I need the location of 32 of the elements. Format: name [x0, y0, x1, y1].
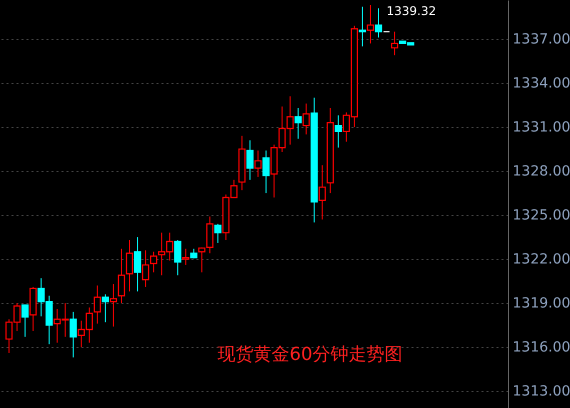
candlestick: [182, 248, 190, 266]
y-tick-label: 1319.00: [512, 296, 570, 312]
y-tick-label: 1325.00: [512, 208, 570, 224]
candlestick: [366, 4, 374, 44]
candlestick: [94, 284, 101, 324]
candlestick: [334, 114, 342, 148]
candlestick: [310, 97, 318, 223]
candlestick: [318, 164, 326, 220]
y-tick-label: 1337.00: [512, 32, 570, 48]
candlestick: [118, 248, 126, 304]
candlestick: [358, 6, 366, 47]
y-tick-label: 1313.00: [512, 384, 570, 400]
candlestick: [254, 150, 262, 178]
candlestick: [134, 236, 142, 292]
y-tick-label: 1328.00: [512, 164, 570, 180]
candlestick: [142, 250, 150, 288]
candlestick: [246, 140, 254, 180]
candlestick: [294, 107, 302, 140]
candlestick: [390, 31, 398, 56]
y-tick-label: 1322.00: [512, 252, 570, 268]
candlestick: [238, 135, 246, 191]
y-tick-label: 1316.00: [512, 340, 570, 356]
text: 现货黄金60分钟走势图: [218, 344, 402, 365]
annotation: 1339.32: [386, 4, 436, 18]
candlestick: [126, 240, 134, 292]
candlestick: [262, 150, 270, 194]
y-tick-label: 1331.00: [512, 120, 570, 136]
candlestick: [110, 284, 118, 328]
candlestick: [326, 107, 334, 194]
y-tick-label: 1334.00: [512, 76, 570, 92]
candlestick: [70, 311, 77, 358]
candlestick: [302, 103, 310, 135]
